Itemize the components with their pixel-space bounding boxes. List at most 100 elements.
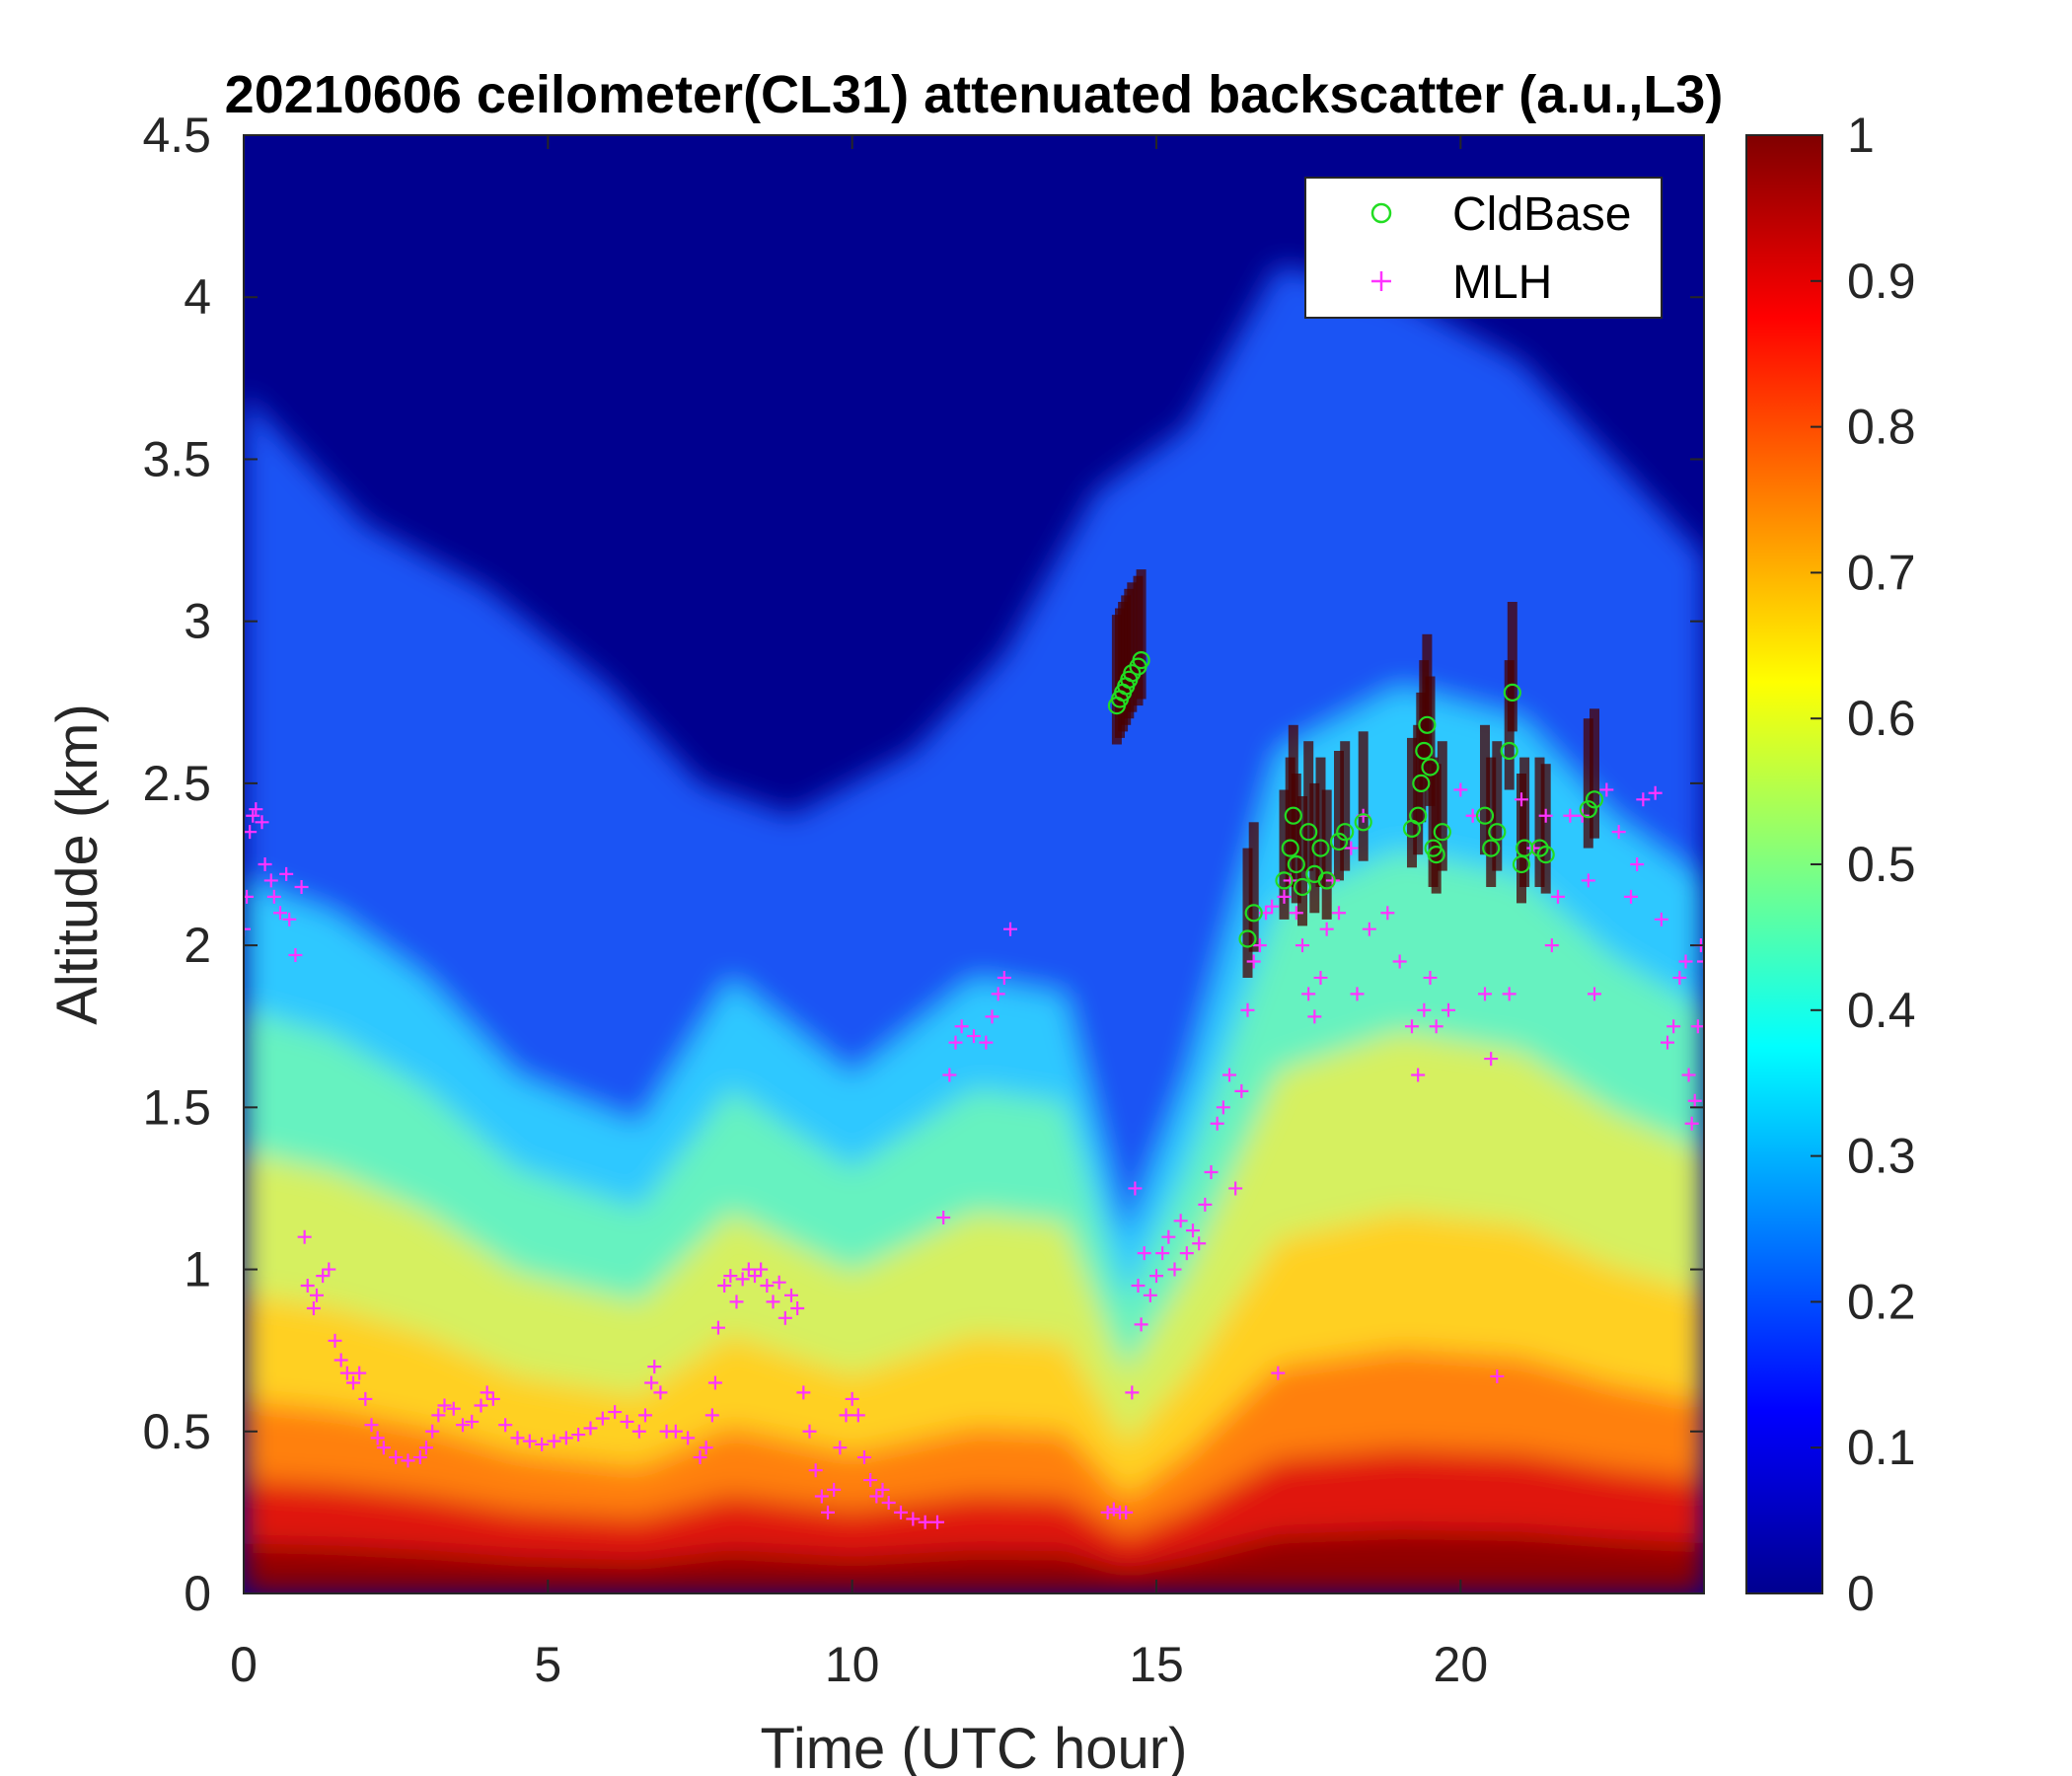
mlh-point bbox=[796, 1385, 811, 1400]
cldbase-point bbox=[1354, 813, 1372, 832]
cldbase-point bbox=[1299, 823, 1318, 842]
cloud-streak bbox=[1242, 848, 1253, 978]
mlh-point bbox=[370, 1431, 385, 1445]
mlh-point bbox=[322, 1262, 336, 1277]
mlh-point bbox=[485, 1391, 500, 1406]
cldbase-point bbox=[1585, 790, 1604, 809]
colorbar-tick-label: 0.3 bbox=[1847, 1129, 1916, 1184]
mlh-point bbox=[1551, 889, 1565, 904]
mlh-point bbox=[748, 1269, 762, 1284]
mlh-point bbox=[1137, 1246, 1151, 1261]
mlh-point bbox=[1246, 954, 1261, 969]
cldbase-point bbox=[1284, 806, 1302, 825]
mlh-point bbox=[339, 1366, 354, 1380]
cloud-streak bbox=[1340, 741, 1351, 871]
mlh-point bbox=[1228, 1181, 1243, 1196]
cloud-streak bbox=[1303, 741, 1314, 871]
chart-title: 20210606 ceilometer(CL31) attenuated bac… bbox=[225, 65, 1724, 124]
mlh-point bbox=[333, 1353, 348, 1368]
mlh-point bbox=[1478, 987, 1492, 1001]
mlh-point bbox=[1143, 1288, 1157, 1302]
mlh-point bbox=[255, 815, 269, 830]
mlh-point bbox=[266, 889, 281, 904]
mlh-point bbox=[790, 1300, 805, 1315]
cloud-streak bbox=[1534, 757, 1545, 887]
mlh-point bbox=[1252, 938, 1267, 953]
mlh-point bbox=[1423, 970, 1438, 985]
mlh-point bbox=[942, 1068, 957, 1082]
mlh-point bbox=[498, 1418, 513, 1433]
cldbase-point bbox=[1132, 650, 1150, 670]
colorbar-tick-label: 0.2 bbox=[1847, 1274, 1916, 1329]
mlh-point bbox=[1697, 954, 1704, 969]
cloud-streak bbox=[1136, 569, 1147, 700]
cldbase-series bbox=[1107, 650, 1604, 948]
mlh-point bbox=[1134, 1317, 1148, 1332]
cldbase-point bbox=[1418, 715, 1437, 734]
mlh-point bbox=[875, 1482, 890, 1497]
mlh-point bbox=[583, 1421, 598, 1436]
mlh-point bbox=[425, 1424, 440, 1439]
mlh-point bbox=[1654, 912, 1668, 926]
mlh-point bbox=[608, 1405, 623, 1420]
mlh-point bbox=[869, 1489, 884, 1504]
mlh-point bbox=[1216, 1100, 1230, 1115]
mlh-point bbox=[1277, 889, 1292, 904]
mlh-point bbox=[300, 1278, 315, 1293]
cloud-streak bbox=[1248, 822, 1259, 952]
mlh-point bbox=[967, 1029, 981, 1044]
mlh-point bbox=[760, 1278, 775, 1293]
mlh-point bbox=[1271, 1366, 1286, 1380]
mlh-point bbox=[465, 1414, 480, 1429]
mlh-point bbox=[1128, 1181, 1143, 1196]
cldbase-point bbox=[1421, 758, 1440, 777]
cldbase-point bbox=[1503, 683, 1521, 703]
mlh-point bbox=[1588, 987, 1601, 1001]
mlh-point bbox=[437, 1398, 452, 1413]
cldbase-point bbox=[1275, 871, 1294, 890]
mlh-point bbox=[1167, 1262, 1182, 1277]
mlh-point bbox=[446, 1401, 461, 1416]
mlh-point bbox=[547, 1434, 561, 1448]
mlh-point bbox=[948, 1035, 963, 1050]
mlh-point bbox=[802, 1424, 817, 1439]
heatmap-field bbox=[244, 264, 1704, 1593]
mlh-point bbox=[1661, 1035, 1674, 1050]
mlh-point bbox=[258, 857, 272, 871]
legend-mlh-marker bbox=[1371, 271, 1391, 291]
mlh-point bbox=[1234, 1083, 1249, 1098]
mlh-point bbox=[653, 1385, 668, 1400]
cloud-streak bbox=[1315, 757, 1326, 887]
mlh-point bbox=[1678, 954, 1693, 969]
mlh-point bbox=[263, 873, 278, 888]
mlh-point bbox=[1265, 899, 1280, 914]
cldbase-point bbox=[1336, 823, 1355, 842]
mlh-point bbox=[1690, 1019, 1704, 1034]
mlh-point bbox=[918, 1515, 932, 1529]
legend-cldbase-marker bbox=[1370, 202, 1392, 224]
mlh-point bbox=[784, 1288, 798, 1302]
mlh-point bbox=[1106, 1502, 1121, 1517]
cloud-streak bbox=[1590, 708, 1599, 839]
mlh-point bbox=[288, 947, 303, 962]
mlh-point bbox=[1502, 987, 1517, 1001]
mlh-point bbox=[1429, 1019, 1443, 1034]
mlh-point bbox=[328, 1333, 342, 1348]
mlh-point bbox=[741, 1262, 756, 1277]
cloud-streak bbox=[1407, 737, 1417, 868]
mlh-point bbox=[510, 1431, 525, 1445]
mlh-point bbox=[1405, 1019, 1419, 1034]
mlh-point bbox=[244, 889, 255, 904]
cloud-streak bbox=[1437, 741, 1447, 871]
mlh-point bbox=[1490, 1369, 1505, 1383]
cloud-streak bbox=[1309, 782, 1320, 914]
colorbar-tick-label: 0 bbox=[1847, 1566, 1875, 1621]
mlh-point bbox=[857, 1450, 871, 1465]
x-tick-label: 10 bbox=[825, 1637, 880, 1692]
mlh-point bbox=[1666, 1019, 1681, 1034]
mlh-point bbox=[833, 1441, 848, 1455]
mlh-point bbox=[723, 1269, 738, 1284]
cldbase-point bbox=[1244, 904, 1263, 923]
x-tick-label: 5 bbox=[534, 1637, 561, 1692]
